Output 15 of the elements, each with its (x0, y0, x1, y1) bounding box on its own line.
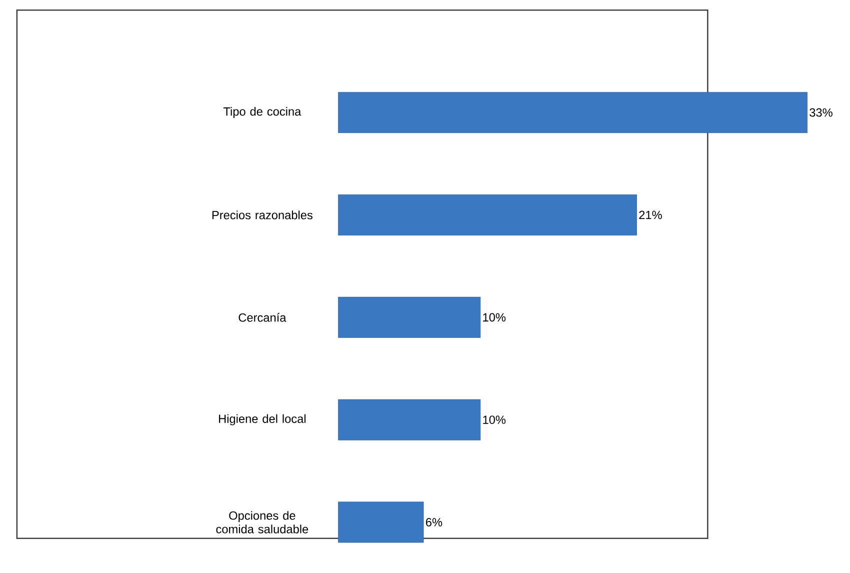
bar (338, 92, 808, 133)
bar (338, 399, 481, 440)
data-label: 10% (483, 415, 506, 424)
y-tick-label: Cercanía (238, 312, 286, 322)
bar (338, 194, 637, 236)
data-label: 6% (426, 518, 442, 526)
y-tick-label: Precios razonables (212, 210, 312, 220)
data-label: 21% (639, 210, 662, 219)
bar (338, 502, 424, 542)
bar (338, 296, 481, 338)
y-tick-label: Opciones de comida saludable (216, 510, 308, 534)
y-tick-label: Higiene del local (219, 414, 306, 426)
data-label: 33% (810, 108, 832, 117)
data-label: 10% (483, 312, 506, 322)
y-tick-label: Tipo de cocina (223, 106, 302, 118)
